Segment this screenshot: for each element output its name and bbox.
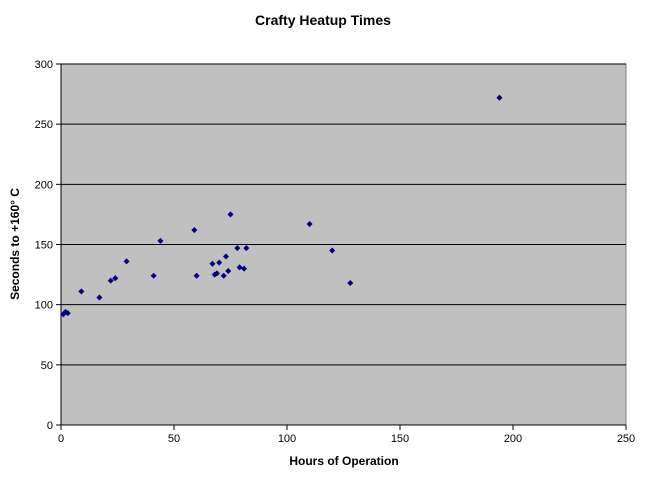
data-point [213, 270, 220, 277]
data-point [225, 267, 232, 274]
y-tick-label: 300 [35, 59, 53, 71]
data-point [123, 258, 130, 265]
data-point [157, 237, 164, 244]
data-point [107, 277, 114, 284]
data-point [241, 265, 248, 272]
y-tick-label: 150 [35, 240, 53, 252]
tick-labels: 0 50 100 150 200 250 300 0 50 100 150 200 250 [35, 59, 636, 445]
data-point [112, 275, 119, 282]
data-point [329, 247, 336, 254]
chart-title: Crafty Heatup Times [255, 12, 391, 28]
x-axis-title: Hours of Operation [289, 454, 398, 468]
y-tick-label: 50 [41, 360, 53, 372]
data-point [222, 253, 230, 260]
data-point [236, 264, 243, 271]
data-point [78, 288, 85, 295]
x-tick-label: 200 [504, 433, 522, 445]
data-point [306, 221, 313, 228]
data-point [220, 272, 227, 279]
data-point [216, 259, 223, 266]
y-tick-label: 0 [47, 420, 53, 432]
gridlines [61, 63, 626, 366]
data-point [193, 272, 200, 279]
y-tick-label: 200 [35, 179, 53, 191]
data-points [60, 94, 503, 318]
x-tick-label: 0 [58, 433, 64, 445]
data-point [496, 94, 503, 101]
data-point [96, 294, 103, 301]
y-tick-label: 250 [35, 119, 53, 131]
y-axis-title: Seconds to +160° C [8, 188, 22, 300]
data-point [64, 310, 71, 317]
x-tick-label: 50 [168, 433, 180, 445]
data-point [243, 245, 250, 252]
data-point [191, 227, 198, 234]
data-point [150, 272, 157, 279]
data-point [209, 260, 216, 267]
data-point [347, 279, 354, 287]
data-point [227, 211, 234, 218]
x-tick-label: 150 [391, 433, 409, 445]
axes [56, 63, 627, 430]
data-point [234, 245, 241, 252]
y-tick-label: 100 [35, 300, 53, 312]
x-tick-label: 100 [278, 433, 296, 445]
x-tick-label: 250 [617, 433, 635, 445]
